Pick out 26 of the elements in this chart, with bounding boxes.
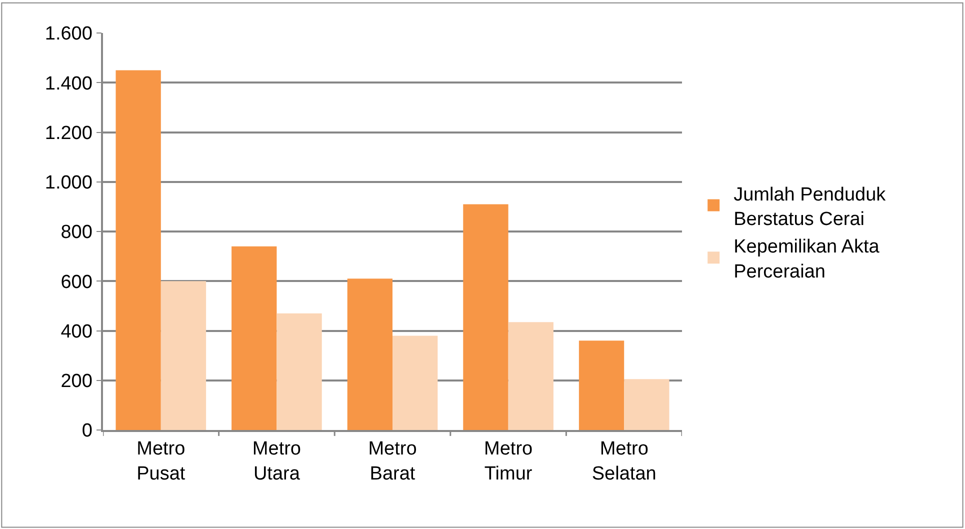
bar	[232, 246, 277, 430]
bar	[160, 281, 206, 430]
bar	[116, 70, 161, 430]
bar	[347, 278, 392, 430]
y-tick-label: 200	[60, 371, 92, 392]
x-tick-label: Metro Pusat	[136, 438, 186, 484]
x-tick-label: Metro Utara	[252, 438, 301, 484]
y-tick-label: 800	[60, 222, 92, 244]
bar	[508, 322, 554, 430]
y-tick-label: 1.400	[44, 73, 92, 94]
x-tick-label: Metro Barat	[368, 438, 417, 484]
y-tick-label: 1.200	[44, 122, 92, 144]
y-tick-label: 1.600	[44, 24, 92, 45]
y-tick-label: 400	[60, 321, 92, 342]
bar	[392, 336, 438, 430]
legend-label: Kepemilikan Akta Perceraian	[734, 236, 880, 282]
y-tick-label: 0	[82, 420, 92, 442]
bar	[276, 313, 322, 430]
y-tick-label: 600	[60, 272, 92, 293]
x-tick-label: Metro Timur	[484, 438, 533, 484]
bar	[624, 379, 670, 430]
bar	[578, 340, 624, 430]
x-tick-label: Metro Selatan	[592, 438, 656, 484]
y-tick-label: 1.000	[44, 172, 92, 194]
legend-label: Jumlah Penduduk Berstatus Cerai	[734, 184, 886, 230]
bar	[463, 204, 508, 430]
